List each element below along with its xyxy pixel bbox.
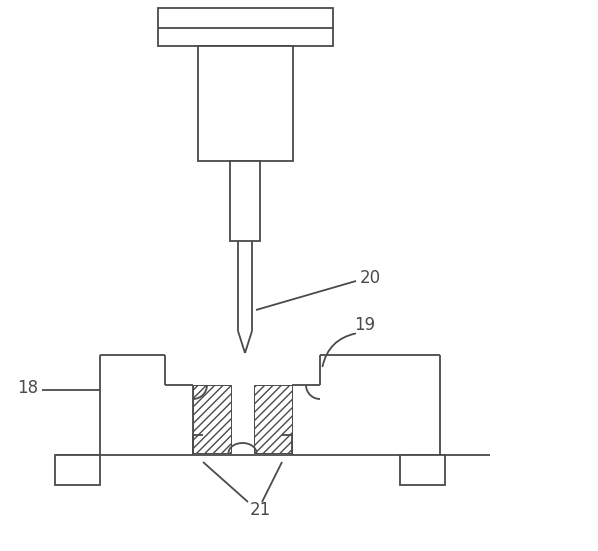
Bar (400, 455, 445, 485)
Text: 19: 19 (355, 316, 376, 334)
Bar (198, 46, 293, 161)
Text: 21: 21 (249, 501, 271, 519)
Bar (230, 161, 260, 241)
Bar (254, 385, 292, 453)
Bar (158, 8, 333, 46)
Bar (55, 455, 100, 485)
Bar (193, 385, 231, 453)
Text: 20: 20 (359, 269, 380, 287)
Text: 18: 18 (17, 379, 38, 397)
